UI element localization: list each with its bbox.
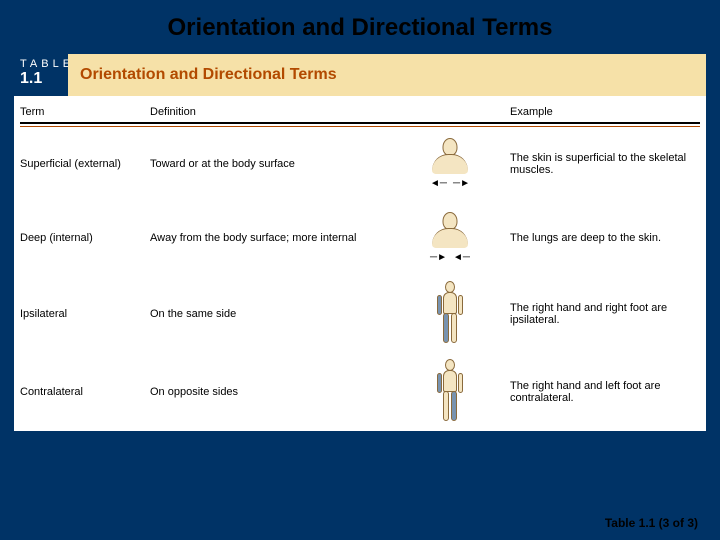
cell-definition: On opposite sides — [150, 386, 390, 398]
col-header-example: Example — [510, 106, 700, 118]
body-opposite-side-icon — [435, 359, 465, 425]
torso-outward-icon: ◄──► — [430, 138, 470, 190]
cell-definition: On the same side — [150, 308, 390, 320]
cell-term: Superficial (external) — [20, 158, 150, 170]
table-label-box: TABLE 1.1 — [14, 54, 68, 96]
column-headers: Term Definition Example — [14, 96, 706, 122]
cell-figure: ─►◄─ — [390, 212, 510, 264]
table-label-word: TABLE — [20, 58, 62, 70]
cell-example: The right hand and right foot are ipsila… — [510, 302, 700, 326]
body-same-side-icon — [435, 281, 465, 347]
table-body: Superficial (external) Toward or at the … — [14, 127, 706, 431]
table-header-band: TABLE 1.1 Orientation and Directional Te… — [14, 54, 706, 96]
cell-definition: Toward or at the body surface — [150, 158, 390, 170]
cell-term: Deep (internal) — [20, 232, 150, 244]
torso-inward-icon: ─►◄─ — [430, 212, 470, 264]
cell-definition: Away from the body surface; more interna… — [150, 232, 390, 244]
cell-figure: ◄──► — [390, 138, 510, 190]
cell-figure — [390, 281, 510, 347]
cell-example: The skin is superficial to the skeletal … — [510, 152, 700, 176]
header-rule — [20, 122, 700, 124]
cell-example: The right hand and left foot are contral… — [510, 380, 700, 404]
table-card: TABLE 1.1 Orientation and Directional Te… — [14, 54, 706, 431]
table-caption: Orientation and Directional Terms — [68, 54, 706, 96]
table-row: Superficial (external) Toward or at the … — [20, 127, 700, 201]
slide-title: Orientation and Directional Terms — [0, 0, 720, 54]
table-row: Contralateral On opposite sides The righ… — [20, 353, 700, 431]
cell-example: The lungs are deep to the skin. — [510, 232, 700, 244]
slide-footer: Table 1.1 (3 of 3) — [605, 516, 698, 530]
cell-figure — [390, 359, 510, 425]
cell-term: Ipsilateral — [20, 308, 150, 320]
col-header-definition: Definition — [150, 106, 390, 118]
col-header-term: Term — [20, 106, 150, 118]
cell-term: Contralateral — [20, 386, 150, 398]
table-label-number: 1.1 — [20, 70, 62, 88]
table-row: Ipsilateral On the same side The right h… — [20, 275, 700, 353]
col-header-figure — [390, 106, 510, 118]
table-row: Deep (internal) Away from the body surfa… — [20, 201, 700, 275]
